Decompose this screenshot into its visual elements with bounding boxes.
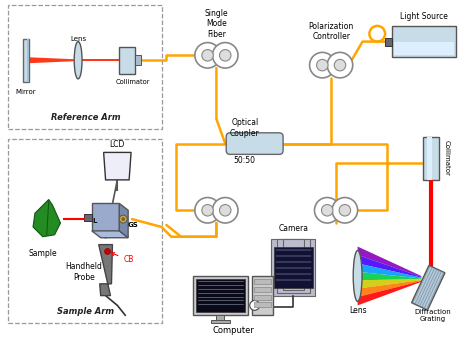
Text: Camera: Camera xyxy=(278,224,309,234)
Text: LCD: LCD xyxy=(109,140,125,149)
Text: Light Source: Light Source xyxy=(400,11,448,21)
Bar xyxy=(254,295,271,300)
Circle shape xyxy=(202,205,213,216)
Bar xyxy=(193,276,248,315)
Bar xyxy=(135,55,141,65)
Polygon shape xyxy=(357,264,421,278)
Polygon shape xyxy=(29,57,74,63)
Text: Lens: Lens xyxy=(349,306,366,315)
Bar xyxy=(392,26,456,57)
Text: Diffraction
Grating: Diffraction Grating xyxy=(415,309,452,322)
Bar xyxy=(319,206,354,214)
Bar xyxy=(427,137,432,180)
Circle shape xyxy=(327,52,353,78)
Polygon shape xyxy=(357,255,421,278)
Text: Optical
Coupler: Optical Coupler xyxy=(230,118,260,137)
Text: Collimator: Collimator xyxy=(116,79,150,85)
Text: Computer: Computer xyxy=(212,327,254,335)
Text: L: L xyxy=(92,218,97,224)
Circle shape xyxy=(119,215,127,223)
Circle shape xyxy=(195,42,220,68)
Text: Collimator: Collimator xyxy=(444,141,450,176)
Bar xyxy=(274,247,312,288)
Text: Single
Mode
Fiber: Single Mode Fiber xyxy=(205,9,228,39)
Circle shape xyxy=(314,197,340,223)
Circle shape xyxy=(310,52,335,78)
Text: 50:50: 50:50 xyxy=(234,156,256,165)
Circle shape xyxy=(202,50,213,61)
Circle shape xyxy=(321,205,333,216)
Polygon shape xyxy=(99,245,112,296)
Circle shape xyxy=(219,50,231,61)
Polygon shape xyxy=(104,152,131,180)
Bar xyxy=(271,239,316,296)
Circle shape xyxy=(195,197,220,223)
Bar xyxy=(119,47,135,74)
Circle shape xyxy=(105,248,110,254)
Polygon shape xyxy=(357,281,421,305)
Text: Handheld
Probe: Handheld Probe xyxy=(65,263,102,282)
Bar xyxy=(27,39,29,82)
Circle shape xyxy=(317,59,328,71)
Circle shape xyxy=(212,197,238,223)
Bar xyxy=(9,5,163,129)
Polygon shape xyxy=(357,279,421,288)
Bar xyxy=(254,287,271,292)
Circle shape xyxy=(339,205,351,216)
Bar xyxy=(254,303,271,307)
Circle shape xyxy=(219,205,231,216)
Polygon shape xyxy=(119,204,128,238)
Bar xyxy=(277,239,310,293)
Bar xyxy=(423,137,439,180)
Text: Mirror: Mirror xyxy=(16,89,36,95)
Bar xyxy=(394,41,454,55)
Bar xyxy=(252,276,273,315)
Polygon shape xyxy=(357,247,421,277)
Polygon shape xyxy=(92,231,128,238)
Circle shape xyxy=(212,42,238,68)
Polygon shape xyxy=(357,280,421,297)
Text: Sample Arm: Sample Arm xyxy=(57,307,114,316)
Text: GS: GS xyxy=(128,222,138,228)
Circle shape xyxy=(250,301,260,310)
Bar xyxy=(23,39,29,82)
Text: Sample: Sample xyxy=(28,249,57,258)
Bar xyxy=(254,279,271,284)
Bar xyxy=(210,320,230,323)
Ellipse shape xyxy=(74,41,82,79)
Text: Polarization
Controller: Polarization Controller xyxy=(309,22,354,41)
Text: CB: CB xyxy=(111,253,134,264)
Text: Lens: Lens xyxy=(70,36,86,42)
Ellipse shape xyxy=(353,250,362,302)
Polygon shape xyxy=(357,272,421,280)
Text: Reference Arm: Reference Arm xyxy=(51,113,120,122)
FancyBboxPatch shape xyxy=(226,133,283,154)
Circle shape xyxy=(121,217,125,221)
Bar xyxy=(196,279,245,312)
Bar xyxy=(283,239,304,290)
Bar xyxy=(84,214,92,221)
Bar xyxy=(9,139,163,323)
Bar xyxy=(199,52,234,59)
Bar xyxy=(199,206,234,214)
Polygon shape xyxy=(33,200,61,237)
Polygon shape xyxy=(92,204,119,231)
Polygon shape xyxy=(82,59,120,61)
Bar xyxy=(385,38,392,45)
Bar xyxy=(217,315,224,320)
Polygon shape xyxy=(411,265,445,310)
Circle shape xyxy=(332,197,357,223)
Circle shape xyxy=(334,59,346,71)
Bar xyxy=(313,61,349,69)
